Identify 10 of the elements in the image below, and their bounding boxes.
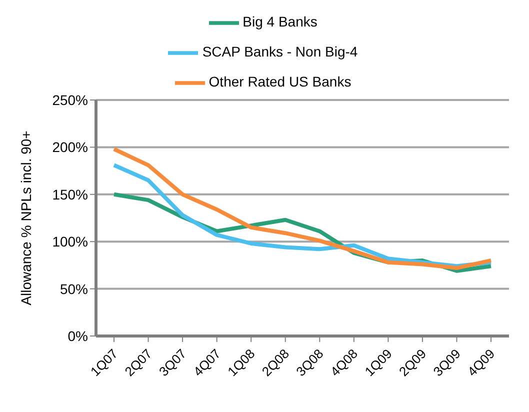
y-axis-title: Allowance % NPLs incl. 90+ — [18, 130, 34, 306]
y-tick-label: 50% — [60, 280, 88, 297]
y-tick-label: 150% — [52, 186, 88, 202]
y-tick-label: 200% — [52, 139, 88, 156]
legend-label: Other Rated US Banks — [208, 74, 352, 90]
legend-label: SCAP Banks - Non Big-4 — [202, 44, 358, 60]
y-tick-label: 250% — [52, 92, 88, 108]
y-tick-label: 100% — [52, 234, 88, 250]
legend-label: Big 4 Banks — [242, 14, 318, 30]
y-tick-label: 0% — [68, 328, 88, 344]
